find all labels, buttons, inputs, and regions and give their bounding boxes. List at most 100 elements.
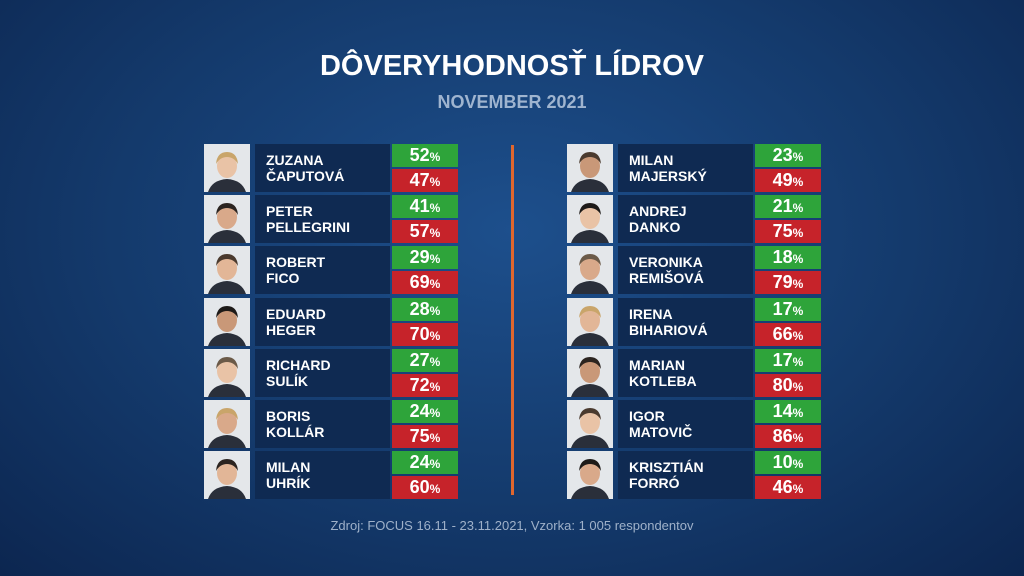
percent-sign: % bbox=[429, 303, 441, 318]
trust-number: 10 bbox=[772, 452, 793, 473]
first-name: ZUZANA bbox=[266, 152, 324, 168]
trust-number: 27 bbox=[409, 349, 430, 370]
photo-face bbox=[580, 358, 600, 383]
last-name: FORRÓ bbox=[629, 475, 680, 492]
trust-value: 14% bbox=[755, 400, 821, 423]
trust-number: 18 bbox=[772, 247, 793, 268]
distrust-number: 75 bbox=[772, 221, 793, 242]
percent-sign: % bbox=[792, 406, 804, 420]
percent-sign: % bbox=[429, 252, 441, 267]
distrust-number: 72 bbox=[409, 374, 430, 395]
photo-body bbox=[571, 281, 609, 295]
source: Zdroj: FOCUS 16.11 - 23.11.2021, Vzorka:… bbox=[330, 518, 694, 533]
photo-body bbox=[571, 383, 609, 397]
percent-sign: % bbox=[429, 431, 441, 445]
distrust-number: 57 bbox=[409, 221, 430, 242]
distrust-number: 70 bbox=[409, 323, 430, 344]
last-name: UHRÍK bbox=[266, 475, 311, 492]
percent-sign: % bbox=[429, 406, 441, 420]
photo-hair bbox=[216, 459, 238, 472]
trust-number: 14 bbox=[772, 401, 793, 421]
distrust-value: 72% bbox=[392, 373, 458, 397]
photo-art bbox=[567, 348, 613, 397]
photo-art bbox=[567, 195, 613, 244]
last-name: KOTLEBA bbox=[629, 372, 697, 389]
trust-value: 52% bbox=[392, 144, 458, 167]
photo-face bbox=[217, 461, 237, 486]
first-name: ANDREJ bbox=[629, 203, 687, 220]
trust-value: 41% bbox=[392, 195, 458, 219]
photo-hair bbox=[216, 408, 238, 420]
trust-value: 18% bbox=[755, 246, 821, 270]
trust-number: 29 bbox=[409, 247, 430, 268]
last-name: MATOVIČ bbox=[629, 424, 693, 440]
percent-sign: % bbox=[429, 482, 441, 497]
percent-sign: % bbox=[429, 175, 441, 189]
last-name: KOLLÁR bbox=[266, 424, 325, 440]
percent-sign: % bbox=[429, 457, 441, 472]
photo-face bbox=[580, 410, 600, 434]
photo-art bbox=[567, 144, 613, 192]
last-name: PELLEGRINI bbox=[266, 219, 351, 236]
photo-face bbox=[580, 307, 600, 332]
distrust-value: 46% bbox=[755, 476, 821, 500]
percent-sign: % bbox=[792, 277, 804, 292]
distrust-number: 86 bbox=[772, 426, 793, 446]
last-name: MAJERSKÝ bbox=[629, 168, 707, 184]
photo-body bbox=[571, 435, 609, 448]
first-name: IRENA bbox=[629, 305, 673, 322]
photo-face bbox=[580, 256, 600, 281]
distrust-number: 66 bbox=[772, 323, 793, 344]
percent-sign: % bbox=[792, 175, 804, 189]
first-name: KRISZTIÁN bbox=[629, 459, 704, 476]
photo bbox=[567, 348, 613, 397]
trust-value: 10% bbox=[755, 451, 821, 475]
percent-sign: % bbox=[792, 150, 804, 164]
name-box: RICHARD SULÍK bbox=[255, 348, 390, 397]
photo-art bbox=[204, 400, 250, 448]
photo bbox=[204, 144, 250, 192]
first-name: VERONIKA bbox=[629, 254, 703, 271]
trust-number: 17 bbox=[772, 298, 793, 319]
photo-art bbox=[204, 348, 250, 397]
distrust-number: 46 bbox=[772, 477, 793, 498]
name-box: PETER PELLEGRINI bbox=[255, 195, 390, 244]
percent-sign: % bbox=[429, 201, 441, 216]
photo-hair bbox=[579, 459, 601, 472]
name-box: MILAN UHRÍK bbox=[255, 451, 390, 500]
percent-sign: % bbox=[792, 354, 804, 369]
photo-face bbox=[580, 461, 600, 486]
trust-value: 24% bbox=[392, 451, 458, 475]
name-box: IGOR MATOVIČ bbox=[618, 400, 753, 448]
photo-body bbox=[208, 486, 246, 500]
percent-sign: % bbox=[792, 226, 804, 241]
photo-body bbox=[208, 383, 246, 397]
photo-face bbox=[217, 256, 237, 281]
photo-hair bbox=[216, 254, 238, 267]
divider bbox=[511, 145, 514, 495]
photo-hair bbox=[579, 254, 601, 267]
photo-art bbox=[567, 246, 613, 295]
photo-body bbox=[571, 179, 609, 192]
photo-face bbox=[217, 358, 237, 383]
photo bbox=[204, 195, 250, 244]
distrust-number: 80 bbox=[772, 374, 793, 395]
name-box: ROBERT FICO bbox=[255, 246, 390, 295]
percent-sign: % bbox=[792, 201, 804, 216]
photo-body bbox=[208, 179, 246, 192]
photo bbox=[567, 297, 613, 346]
photo bbox=[204, 451, 250, 500]
photo-face bbox=[580, 154, 600, 178]
photo-body bbox=[208, 281, 246, 295]
trust-value: 17% bbox=[755, 348, 821, 372]
photo-art bbox=[204, 195, 250, 244]
photo-hair bbox=[579, 305, 601, 318]
percent-sign: % bbox=[792, 328, 804, 343]
name-box: ZUZANA ČAPUTOVÁ bbox=[255, 144, 390, 192]
photo-hair bbox=[216, 305, 238, 318]
percent-sign: % bbox=[429, 277, 441, 292]
last-name: FICO bbox=[266, 270, 300, 287]
photo-art bbox=[567, 297, 613, 346]
first-name: MILAN bbox=[629, 152, 674, 168]
